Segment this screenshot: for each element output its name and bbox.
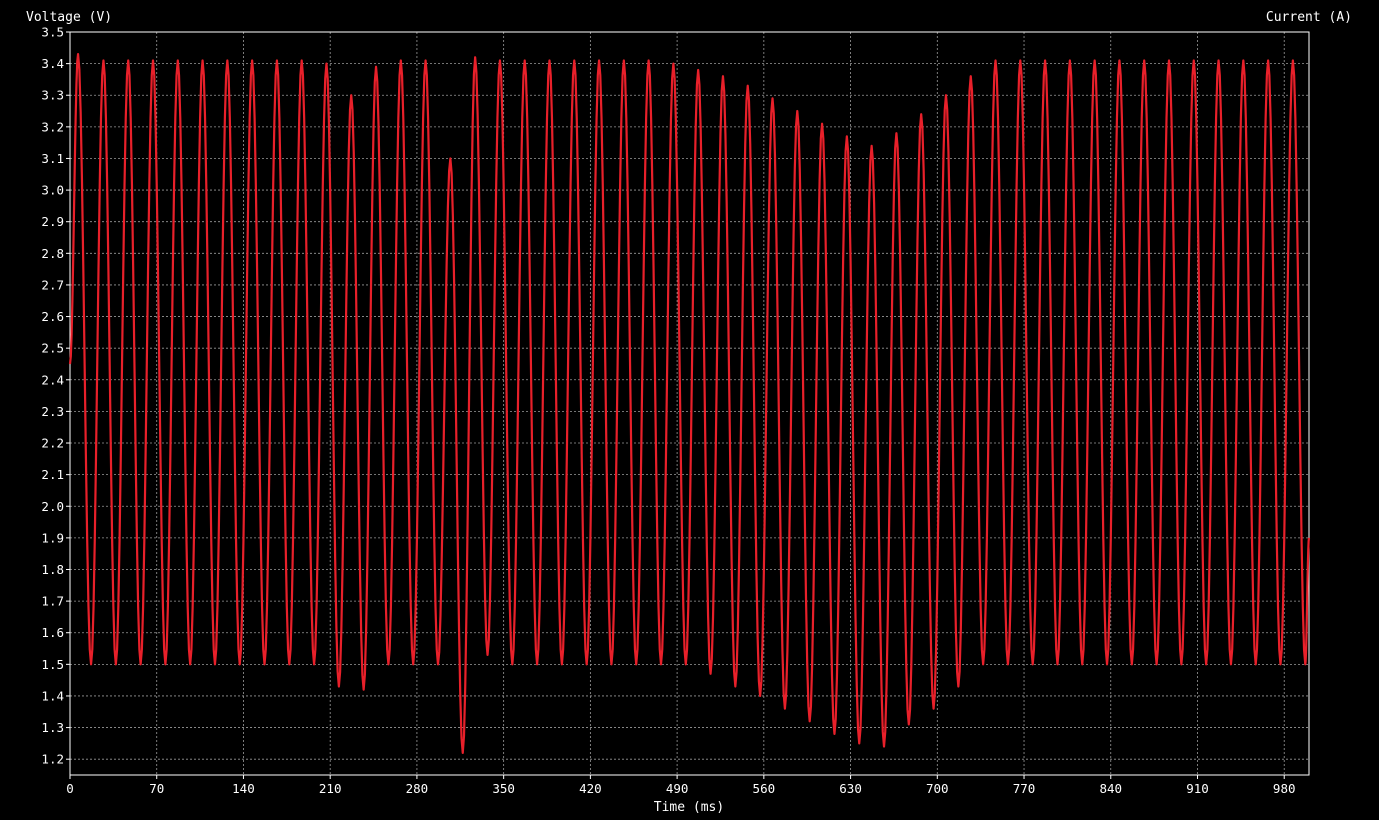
x-tick-label: 210 bbox=[319, 781, 342, 796]
y-tick-label: 3.4 bbox=[41, 56, 64, 71]
grid-lines bbox=[70, 32, 1309, 775]
x-axis-label: Time (ms) bbox=[654, 800, 724, 815]
x-tick-label: 280 bbox=[406, 781, 429, 796]
x-tick-label: 980 bbox=[1273, 781, 1296, 796]
plot-frame bbox=[69, 31, 1310, 776]
y-tick-label: 1.2 bbox=[41, 752, 64, 767]
x-tick-label: 140 bbox=[232, 781, 255, 796]
y-tick-label: 2.9 bbox=[41, 214, 64, 229]
y-tick-label: 2.5 bbox=[41, 341, 64, 356]
x-tick-label: 0 bbox=[66, 781, 74, 796]
y-tick-label: 2.2 bbox=[41, 436, 64, 451]
x-tick-label: 420 bbox=[579, 781, 602, 796]
y-tick-label: 2.0 bbox=[41, 499, 64, 514]
y-tick-label: 3.5 bbox=[41, 25, 64, 40]
x-tick-label: 770 bbox=[1013, 781, 1036, 796]
x-tick-label: 700 bbox=[926, 781, 949, 796]
x-tick-label: 840 bbox=[1099, 781, 1122, 796]
y-tick-label: 2.7 bbox=[41, 277, 64, 292]
y-tick-label: 1.3 bbox=[41, 720, 64, 735]
right-axis-label: Current (A) bbox=[1266, 10, 1352, 25]
y-tick-label: 1.4 bbox=[41, 688, 64, 703]
y-tick-label: 3.3 bbox=[41, 88, 64, 103]
x-tick-label: 560 bbox=[753, 781, 776, 796]
y-tick-label: 1.7 bbox=[41, 594, 64, 609]
y-tick-label: 3.2 bbox=[41, 119, 64, 134]
y-tick-label: 1.6 bbox=[41, 625, 64, 640]
y-tick-label: 3.1 bbox=[41, 151, 64, 166]
axis-ticks: 0 70 140 210 280 350 420 490 560 630 700 770 840 910 9… bbox=[41, 25, 1295, 797]
voltage-series-line bbox=[68, 53, 1311, 754]
x-tick-label: 490 bbox=[666, 781, 689, 796]
x-tick-label: 630 bbox=[839, 781, 862, 796]
y-tick-label: 2.6 bbox=[41, 309, 64, 324]
y-tick-label: 1.9 bbox=[41, 530, 64, 545]
y-tick-label: 1.5 bbox=[41, 657, 64, 672]
y-tick-label: 2.8 bbox=[41, 246, 64, 261]
y-tick-label: 1.8 bbox=[41, 562, 64, 577]
y-tick-label: 2.3 bbox=[41, 404, 64, 419]
x-tick-label: 350 bbox=[492, 781, 515, 796]
y-tick-label: 3.0 bbox=[41, 183, 64, 198]
y-tick-label: 2.4 bbox=[41, 372, 64, 387]
x-tick-label: 70 bbox=[149, 781, 164, 796]
x-tick-label: 910 bbox=[1186, 781, 1209, 796]
y-tick-label: 2.1 bbox=[41, 467, 64, 482]
left-axis-label: Voltage (V) bbox=[26, 10, 112, 25]
